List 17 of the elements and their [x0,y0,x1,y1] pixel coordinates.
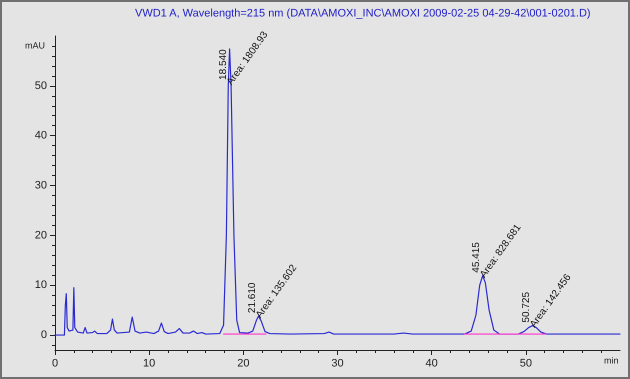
x-tick-label: 10 [143,358,156,370]
annotation: 18.540 [218,48,230,80]
chart-title: VWD1 A, Wavelength=215 nm (DATA\AMOXI_INC\AMOXI 2009-02-25 04-29-42\001-0201.D) [135,8,591,20]
x-tick-label: 20 [237,358,250,370]
y-tick-label: 30 [34,180,47,192]
x-axis-title: min [604,356,619,366]
x-tick-label: 50 [520,358,532,370]
x-tick-label: 40 [426,358,438,370]
y-tick-label: 40 [34,130,47,142]
y-axis-title: mAU [25,40,45,50]
y-tick-label: 0 [40,329,47,342]
x-tick-label: 0 [52,358,58,370]
y-tick-label: 20 [34,229,47,242]
annotation: 21.610 [246,282,258,314]
y-tick-label: 10 [34,279,47,292]
x-tick-label: 30 [331,358,344,370]
y-tick-label: 50 [34,80,47,92]
